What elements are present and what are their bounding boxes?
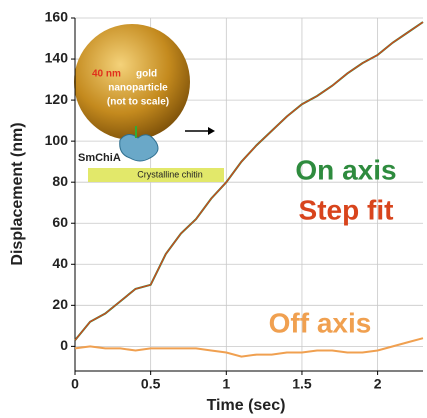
y-tick-label: 120 bbox=[45, 91, 69, 107]
legend-label: On axis bbox=[295, 154, 396, 185]
y-tick-label: 80 bbox=[52, 173, 68, 189]
enzyme-label: SmChiA bbox=[78, 152, 121, 164]
x-tick-label: 2 bbox=[374, 376, 382, 392]
legend-label: Step fit bbox=[299, 194, 394, 225]
x-tick-label: 1.5 bbox=[292, 376, 312, 392]
y-tick-label: 20 bbox=[52, 296, 68, 312]
x-tick-label: 0 bbox=[71, 376, 79, 392]
particle-label: (not to scale) bbox=[107, 97, 169, 108]
y-tick-label: 140 bbox=[45, 50, 69, 66]
y-tick-label: 100 bbox=[45, 132, 69, 148]
legend-label: Off axis bbox=[269, 307, 372, 338]
x-axis-label: Time (sec) bbox=[207, 397, 286, 414]
x-tick-label: 1 bbox=[222, 376, 230, 392]
y-axis-label: Displacement (nm) bbox=[9, 122, 26, 265]
x-tick-label: 0.5 bbox=[141, 376, 161, 392]
particle-size: 40 nm bbox=[92, 69, 121, 80]
particle-label: gold bbox=[136, 69, 157, 80]
y-tick-label: 40 bbox=[52, 255, 68, 271]
y-tick-label: 160 bbox=[45, 9, 69, 25]
y-tick-label: 0 bbox=[60, 337, 68, 353]
substrate-label: Crystalline chitin bbox=[137, 169, 203, 179]
particle-label: nanoparticle bbox=[108, 83, 168, 94]
chart: Time (sec) Displacement (nm) 40 nm gold … bbox=[0, 0, 427, 418]
y-tick-label: 60 bbox=[52, 214, 68, 230]
